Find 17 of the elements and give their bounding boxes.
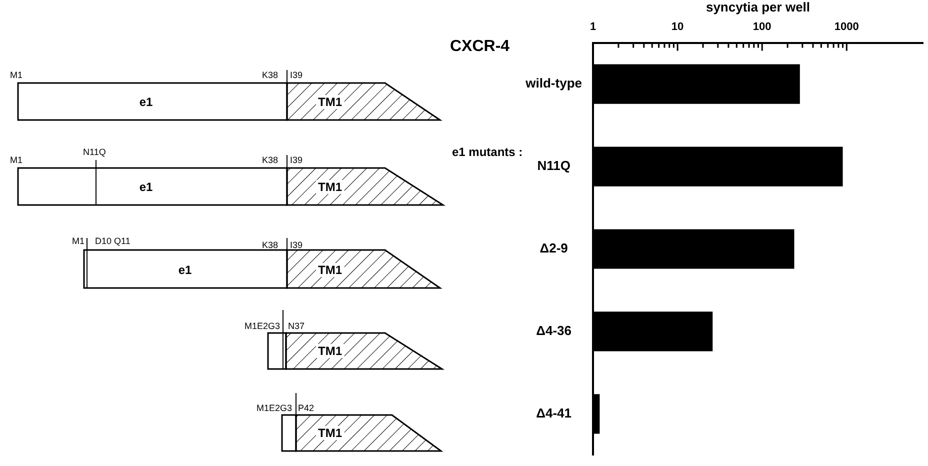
protein-domain-diagram: M1 D10 Q11 K38 I39 e1 TM1 bbox=[72, 236, 442, 289]
x-tick-label: 1 bbox=[590, 21, 596, 34]
protein-domain-diagram: M1E2G3 N37 TM1 bbox=[244, 310, 445, 370]
protein-domain-diagram: M1E2G3 P42 TM1 bbox=[256, 392, 444, 452]
x-tick-label: 1000 bbox=[834, 21, 859, 34]
protein-domain-diagram: M1 N11Q K38 I39 e1 TM1 bbox=[10, 147, 446, 206]
protein-domain-diagram: M1 K38 I39 e1 TM1 bbox=[10, 70, 442, 121]
x-tick-label: 10 bbox=[671, 21, 684, 34]
y-tick-label: N11Q bbox=[537, 158, 570, 174]
y-tick-label: Δ4-36 bbox=[536, 323, 572, 338]
y-tick-label: Δ2-9 bbox=[540, 240, 568, 256]
chart-title: CXCR-4 bbox=[450, 38, 510, 56]
x-tick-label: 100 bbox=[752, 21, 772, 34]
x-axis-title: syncytia per well bbox=[706, 0, 810, 14]
y-tick-label: wild-type bbox=[524, 76, 582, 91]
text: e1 mutants : bbox=[452, 145, 523, 159]
y-tick-label: Δ4-41 bbox=[536, 406, 572, 421]
